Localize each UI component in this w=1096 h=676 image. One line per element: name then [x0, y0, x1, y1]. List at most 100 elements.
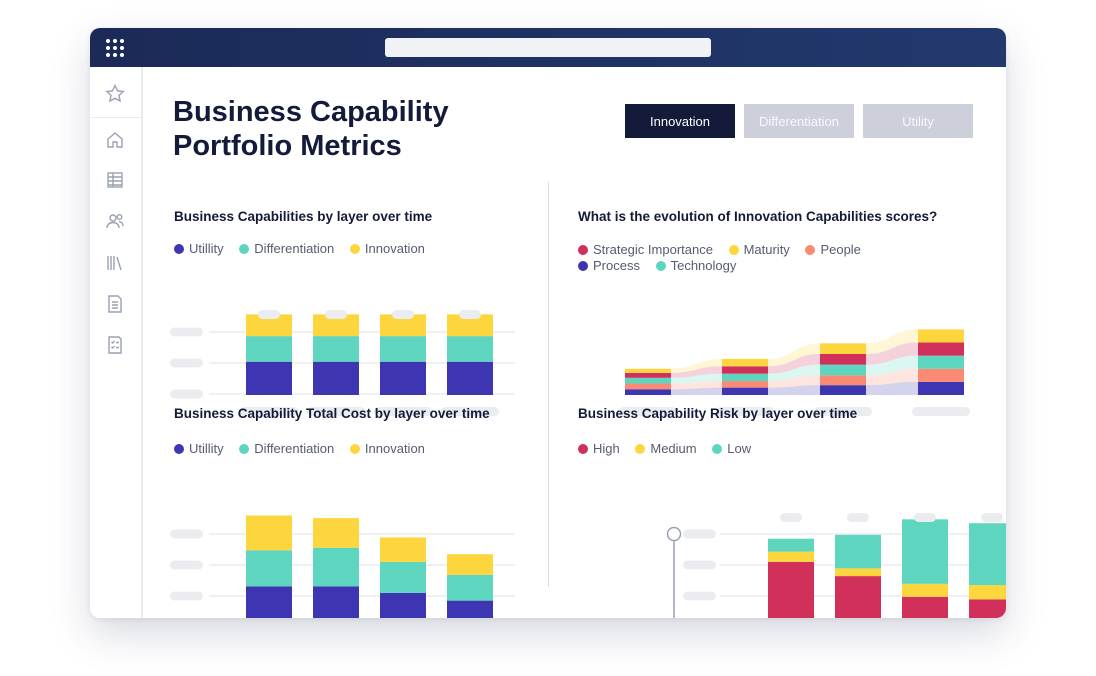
page-title-line1: Business Capability [173, 96, 449, 128]
bar-segment-differentiation [246, 336, 292, 362]
library-icon[interactable] [103, 251, 127, 275]
star-icon[interactable] [103, 82, 127, 106]
flow-band-people [866, 368, 918, 386]
legend-label: Low [727, 441, 752, 456]
legend-label: High [593, 441, 620, 456]
bar-segment-medium [902, 583, 948, 597]
sidebar [90, 67, 143, 618]
legend-label: Strategic Importance [593, 242, 713, 257]
legend-item-differentiation: Differentiation [239, 441, 334, 456]
x-tick-label [441, 407, 499, 416]
legend-item-maturity: Maturity [728, 242, 790, 258]
flow-band-maturity [768, 343, 820, 367]
bar-segment-process [918, 381, 964, 395]
flow-band-technology [671, 373, 722, 384]
top-value-label [981, 513, 1003, 522]
vertical-divider [548, 182, 549, 587]
bar-segment-process [722, 387, 768, 395]
bar-segment-process [820, 385, 866, 395]
bar-segment-low [969, 523, 1006, 586]
legend-label: Technology [670, 258, 737, 273]
x-tick-label [307, 407, 365, 416]
bar-segment-medium [969, 585, 1006, 600]
bar-segment-low [768, 538, 814, 552]
bar-segment-low [902, 519, 948, 584]
bar-segment-innovation [313, 518, 359, 548]
bar-segment-maturity [820, 343, 866, 354]
legend-dot [174, 244, 184, 254]
legend-item-high: High [578, 441, 620, 456]
main-content: Business Capability Portfolio Metrics In… [143, 67, 1006, 618]
y-tick-label [683, 560, 716, 570]
section-title: Business Capabilities by layer over time [174, 209, 433, 224]
bar-segment-technology [625, 377, 671, 384]
bar-segment-high [835, 576, 881, 618]
bar-segment-technology [722, 373, 768, 382]
cost-chart [169, 467, 549, 618]
bar-segment-innovation [246, 314, 292, 337]
y-tick-label [683, 591, 716, 601]
bar-segment-people [722, 381, 768, 388]
legend-dot [728, 245, 739, 255]
bar-segment-innovation [246, 515, 292, 551]
bar-segment-differentiation [380, 336, 426, 362]
chart-svg [619, 329, 970, 416]
section-title: Business Capability Total Cost by layer … [174, 406, 490, 421]
users-icon[interactable] [103, 209, 127, 233]
flow-band-technology [768, 364, 820, 382]
top-value-label [258, 310, 280, 319]
range-slider-handle-top[interactable] [666, 526, 682, 542]
table-icon[interactable] [103, 168, 127, 192]
legend-item-medium: Medium [635, 441, 697, 456]
bar-segment-utillity [313, 361, 359, 395]
legend-item-innovation: Innovation [349, 241, 425, 256]
flow-band-strategic-importance [866, 342, 918, 365]
legend-item-strategic-importance: Strategic Importance [578, 242, 713, 258]
legend-dot [805, 245, 816, 255]
bar-segment-people [820, 375, 866, 386]
bar-segment-innovation [447, 314, 493, 337]
legend-item-differentiation: Differentiation [239, 241, 334, 256]
bar-segment-differentiation [313, 336, 359, 362]
bar-segment-utillity [447, 361, 493, 395]
legend-label: Process [593, 258, 640, 273]
address-bar[interactable] [385, 38, 711, 57]
legend-dot [349, 244, 360, 254]
flow-band-strategic-importance [768, 354, 820, 374]
flow-band-people [768, 375, 820, 388]
checklist-icon[interactable] [103, 333, 127, 357]
capabilities-section: Business Capabilities by layer over time… [174, 209, 534, 389]
evolution-chart [598, 267, 978, 427]
cost-section: Business Capability Total Cost by layer … [174, 406, 534, 586]
bar-segment-maturity [918, 329, 964, 343]
tab-differentiation[interactable]: Differentiation [744, 104, 854, 138]
legend-dot [578, 261, 588, 271]
x-tick-label [814, 407, 872, 416]
legend-dot [655, 261, 666, 271]
home-icon[interactable] [103, 128, 127, 152]
legend-dot [174, 444, 184, 454]
document-icon[interactable] [103, 292, 127, 316]
legend-item-innovation: Innovation [349, 441, 425, 456]
tab-utility[interactable]: Utility [863, 104, 973, 138]
tab-innovation[interactable]: Innovation [625, 104, 735, 138]
bar-segment-low [835, 534, 881, 569]
legend-label: Innovation [364, 241, 425, 256]
page-title-line2: Portfolio Metrics [173, 130, 402, 162]
x-tick-label [716, 407, 774, 416]
section-title: Business Capability Risk by layer over t… [578, 406, 858, 421]
bar-segment-high [902, 596, 948, 618]
legend-item-utility: Utillity [174, 241, 224, 256]
page-title: Business Capability Portfolio Metrics [173, 95, 513, 163]
capabilities-chart [169, 267, 549, 427]
bar-segment-strategic-importance [625, 372, 671, 378]
bar-segment-innovation [380, 537, 426, 562]
flow-band-process [671, 387, 722, 395]
bar-segment-medium [768, 551, 814, 562]
sidebar-divider [90, 117, 141, 118]
bar-segment-innovation [380, 314, 426, 337]
app-grid-icon[interactable] [106, 39, 124, 57]
flow-band-people [671, 381, 722, 390]
bar-segment-technology [820, 364, 866, 376]
flow-band-strategic-importance [671, 366, 722, 378]
